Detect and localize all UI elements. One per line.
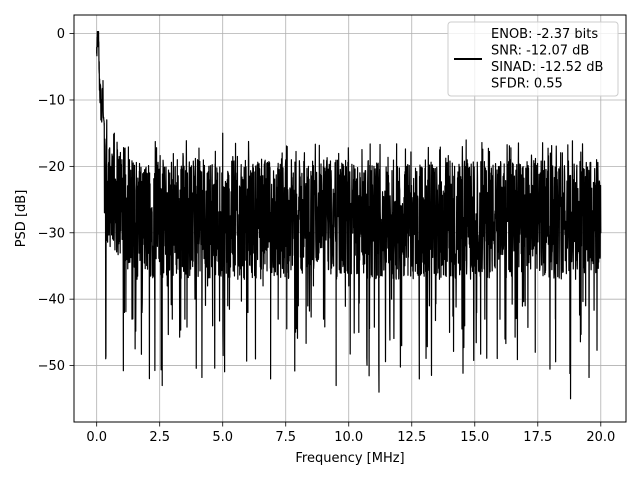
legend: ENOB: -2.37 bits SNR: -12.07 dB SINAD: -…: [447, 21, 619, 97]
x-tick-label: 20.0: [586, 430, 615, 445]
x-tick-label: 10.0: [334, 430, 363, 445]
legend-entry-enob: ENOB: -2.37 bits: [491, 27, 598, 42]
x-tick-label: 7.5: [275, 430, 296, 445]
y-tick-label: −30: [38, 226, 65, 241]
x-tick-label: 15.0: [460, 430, 489, 445]
x-tick-label: 2.5: [149, 430, 170, 445]
x-tick-label: 17.5: [523, 430, 552, 445]
y-axis-label: PSD [dB]: [14, 190, 29, 248]
legend-entry-sinad: SINAD: -12.52 dB: [491, 60, 603, 75]
y-tick-label: −20: [38, 160, 65, 175]
plot-frame: [73, 14, 627, 423]
x-axis-ticks: 0.0 2.5 5.0 7.5 10.0 12.5 15.0 17.5 20.0: [86, 422, 615, 445]
psd-series: [96, 31, 602, 400]
y-tick-label: −10: [38, 93, 65, 108]
legend-box: [447, 21, 619, 97]
y-tick-label: −40: [38, 293, 65, 308]
legend-entry-sfdr: SFDR: 0.55: [491, 77, 563, 92]
x-tick-label: 5.0: [212, 430, 233, 445]
legend-entry-snr: SNR: -12.07 dB: [491, 44, 589, 59]
y-axis-ticks: 0 −10 −20 −30 −40 −50: [38, 27, 74, 374]
x-tick-label: 0.0: [86, 430, 107, 445]
x-axis-label: Frequency [MHz]: [295, 451, 404, 466]
psd-series-line: [96, 31, 602, 400]
y-tick-label: 0: [57, 27, 65, 42]
x-tick-label: 12.5: [397, 430, 426, 445]
y-tick-label: −50: [38, 359, 65, 374]
